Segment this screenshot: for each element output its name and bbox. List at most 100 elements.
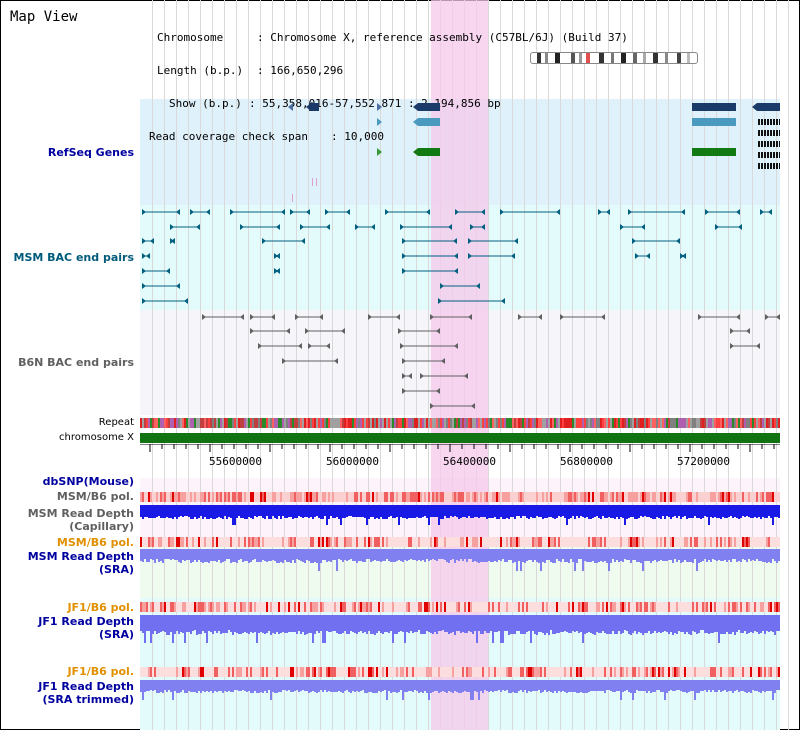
- msm-bac-features[interactable]: [140, 205, 780, 310]
- polymorphism-cell: [330, 492, 332, 502]
- polymorphism-cell: [374, 667, 376, 677]
- jf1-b6-pol-label-1[interactable]: JF1/B6 pol.: [67, 601, 134, 614]
- polymorphism-cell: [150, 602, 152, 612]
- polymorphism-cell: [524, 602, 526, 612]
- depth-bar: [656, 680, 658, 690]
- polymorphism-cell: [464, 602, 466, 612]
- depth-bar: [310, 615, 312, 633]
- polymorphism-cell: [216, 602, 218, 612]
- depth-bar: [722, 549, 724, 561]
- bac-end-marker: [556, 209, 560, 215]
- depth-bar: [262, 680, 264, 693]
- msm-pol-heat-1[interactable]: [140, 492, 780, 502]
- polymorphism-cell: [384, 602, 386, 612]
- bac-end-marker: [436, 388, 440, 394]
- repeat-track[interactable]: [140, 418, 780, 428]
- polymorphism-cell: [662, 667, 664, 677]
- depth-bar: [260, 615, 262, 632]
- msm-bac-label[interactable]: MSM BAC end pairs: [13, 251, 134, 264]
- depth-bar: [576, 505, 578, 516]
- depth-bar: [248, 615, 250, 634]
- msm-b6-pol-label-1[interactable]: MSM/B6 pol.: [56, 490, 134, 503]
- polymorphism-cell: [772, 492, 774, 502]
- polymorphism-cell: [176, 602, 178, 612]
- polymorphism-cell: [412, 537, 414, 547]
- jf1-read-depth-sra-label[interactable]: JF1 Read Depth: [38, 615, 134, 628]
- polymorphism-cell: [382, 537, 384, 547]
- jf1-pol-heat-2[interactable]: [140, 667, 780, 677]
- repeat-segment: [318, 418, 320, 428]
- depth-bar: [378, 615, 380, 631]
- depth-bar: [552, 505, 554, 518]
- polymorphism-cell: [468, 492, 470, 502]
- b6n-bac-label[interactable]: B6N BAC end pairs: [18, 356, 134, 369]
- polymorphism-cell: [436, 602, 438, 612]
- polymorphism-cell: [434, 667, 436, 677]
- polymorphism-cell: [204, 537, 206, 547]
- msm-pol-heat-2[interactable]: [140, 537, 780, 547]
- msm-b6-pol-label-2[interactable]: MSM/B6 pol.: [56, 536, 134, 549]
- jf1-b6-pol-label-2[interactable]: JF1/B6 pol.: [67, 665, 134, 678]
- polymorphism-cell: [612, 667, 614, 677]
- jf1-read-depth-trim-label[interactable]: JF1 Read Depth: [38, 680, 134, 693]
- b6n-bac-features[interactable]: [140, 310, 780, 415]
- msm-depth-sra-bars[interactable]: [140, 549, 780, 571]
- depth-bar: [568, 615, 570, 633]
- msm-read-depth-sra-label[interactable]: MSM Read Depth: [27, 550, 134, 563]
- polymorphism-cell: [344, 537, 346, 547]
- polymorphism-cell: [516, 492, 518, 502]
- depth-bar: [368, 505, 370, 519]
- msm-depth-cap-bars[interactable]: [140, 505, 780, 525]
- depth-bar: [332, 680, 334, 692]
- depth-bar: [652, 680, 654, 692]
- gene-exon: [776, 163, 778, 169]
- depth-bar: [376, 680, 378, 693]
- depth-bar: [540, 680, 542, 693]
- bac-end-marker: [142, 283, 146, 289]
- polymorphism-cell: [460, 602, 462, 612]
- repeat-segment: [192, 418, 194, 428]
- polymorphism-cell: [576, 537, 578, 547]
- depth-bar: [678, 615, 680, 631]
- depth-bar: [242, 615, 244, 633]
- depth-bar: [718, 615, 720, 643]
- bac-end-marker: [400, 343, 404, 349]
- depth-bar: [630, 505, 632, 517]
- depth-bar: [144, 680, 146, 692]
- repeat-segment: [724, 418, 726, 428]
- chromosome-ideogram[interactable]: [530, 52, 698, 64]
- bac-end-marker: [306, 209, 310, 215]
- refseq-features[interactable]: [140, 99, 780, 205]
- polymorphism-cell: [716, 602, 718, 612]
- refseq-genes-label[interactable]: RefSeq Genes: [47, 146, 134, 159]
- polymorphism-cell: [142, 667, 144, 677]
- depth-bar: [698, 505, 700, 518]
- polymorphism-cell: [180, 492, 182, 502]
- repeat-segment: [484, 418, 486, 428]
- jf1-depth-sra-bars[interactable]: [140, 615, 780, 643]
- depth-bar: [224, 549, 226, 561]
- polymorphism-cell: [274, 537, 276, 547]
- depth-bar: [678, 549, 680, 560]
- depth-bar: [440, 549, 442, 559]
- polymorphism-cell: [206, 667, 208, 677]
- bac-end-marker: [501, 298, 505, 304]
- jf1-pol-heat-1[interactable]: [140, 602, 780, 612]
- depth-bar: [336, 505, 338, 517]
- polymorphism-cell: [488, 667, 490, 677]
- polymorphism-cell: [168, 492, 170, 502]
- polymorphism-cell: [634, 537, 636, 547]
- polymorphism-cell: [604, 537, 606, 547]
- polymorphism-cell: [180, 667, 182, 677]
- depth-bar: [636, 615, 638, 634]
- jf1-depth-trim-bars[interactable]: [140, 680, 780, 700]
- depth-bar: [220, 680, 222, 691]
- polymorphism-cell: [636, 492, 638, 502]
- polymorphism-cell: [326, 492, 328, 502]
- dbsnp-label[interactable]: dbSNP(Mouse): [42, 475, 134, 488]
- polymorphism-cell: [412, 667, 414, 677]
- depth-bar: [210, 505, 212, 518]
- repeat-segment: [202, 418, 204, 428]
- polymorphism-cell: [320, 667, 322, 677]
- msm-read-depth-cap-label[interactable]: MSM Read Depth: [27, 507, 134, 520]
